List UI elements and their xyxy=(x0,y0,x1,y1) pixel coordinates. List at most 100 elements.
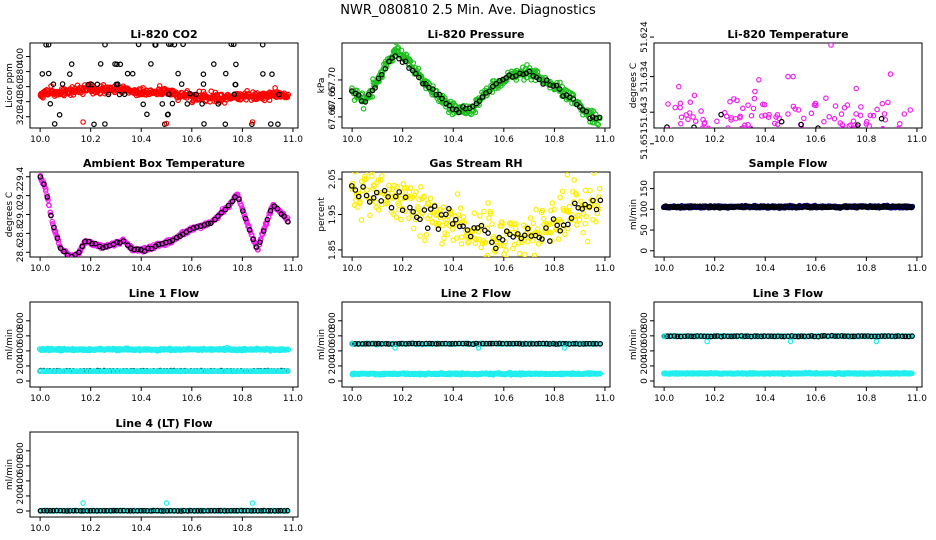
data-point-magenta xyxy=(663,145,667,149)
data-point-black xyxy=(729,149,733,153)
data-point-yellow xyxy=(548,207,554,214)
data-point-cyan xyxy=(561,345,568,351)
data-point-magenta xyxy=(894,134,898,138)
data-point-magenta xyxy=(709,167,713,171)
data-point-magenta xyxy=(712,179,716,183)
data-point-magenta xyxy=(856,169,860,173)
data-point-black xyxy=(510,340,516,347)
data-point-magenta xyxy=(879,152,883,156)
data-point-black xyxy=(520,71,527,78)
data-point-yellow xyxy=(386,186,393,193)
data-point-black xyxy=(492,245,499,252)
data-point-magenta xyxy=(831,168,835,172)
data-point-magenta xyxy=(895,158,899,162)
data-point-green xyxy=(442,95,448,101)
data-point-magenta xyxy=(699,125,706,128)
data-point-black xyxy=(205,220,211,227)
data-point-black xyxy=(586,340,593,347)
y-tick-label: 400 xyxy=(16,48,26,65)
data-point-yellow xyxy=(566,203,573,210)
data-point-black xyxy=(396,340,402,347)
data-point-black xyxy=(427,206,434,212)
data-point-black xyxy=(100,245,106,251)
data-points xyxy=(660,202,916,212)
y-axis-label: ml/min xyxy=(629,199,639,230)
data-point-black xyxy=(249,121,255,128)
data-point-black xyxy=(596,114,603,121)
data-point-black xyxy=(776,143,780,147)
x-tick-label: 10.6 xyxy=(806,394,826,404)
data-point-black xyxy=(830,150,834,154)
data-point-magenta xyxy=(900,134,904,138)
data-point-black xyxy=(59,81,66,87)
plot-frame xyxy=(341,42,611,129)
data-point-yellow xyxy=(576,217,583,223)
y-tick-label: 600 xyxy=(16,327,26,344)
data-point-magenta xyxy=(885,172,889,176)
data-point-yellow xyxy=(358,217,365,223)
data-point-magenta xyxy=(715,156,719,160)
data-point-magenta xyxy=(676,179,680,183)
data-point-black xyxy=(416,74,422,81)
y-axis-label: kPa xyxy=(317,78,327,94)
data-point-magenta xyxy=(901,153,905,157)
data-point-black xyxy=(274,205,281,212)
data-point-yellow xyxy=(596,185,603,192)
data-point-black xyxy=(718,111,724,118)
data-point-yellow xyxy=(491,249,498,255)
data-point-magenta xyxy=(826,129,830,133)
data-point-black xyxy=(883,147,887,151)
x-tick-label: 10.0 xyxy=(654,135,674,145)
data-point-yellow xyxy=(366,172,372,175)
y-axis-label: percent xyxy=(317,197,327,232)
data-point-magenta xyxy=(727,177,731,181)
data-point-black xyxy=(409,67,416,74)
data-point-black xyxy=(846,182,850,186)
data-point-black xyxy=(430,86,436,92)
data-point-magenta xyxy=(725,162,729,166)
data-point-yellow xyxy=(393,214,400,221)
data-point-black xyxy=(431,203,438,210)
data-point-black xyxy=(682,146,686,150)
data-point-yellow xyxy=(571,177,578,183)
data-point-magenta xyxy=(852,147,856,151)
data-point-yellow xyxy=(481,208,487,215)
x-tick-label: 10.0 xyxy=(654,394,674,404)
data-point-magenta xyxy=(866,123,872,128)
data-point-yellow xyxy=(394,183,400,190)
data-point-black xyxy=(597,340,604,347)
data-point-black xyxy=(699,142,703,146)
data-point-yellow xyxy=(426,213,433,219)
y-tick-label: 320 xyxy=(16,108,26,125)
data-point-black xyxy=(815,125,821,128)
data-point-black xyxy=(679,136,683,140)
x-tick-label: 10.6 xyxy=(494,394,514,404)
data-point-magenta xyxy=(910,188,914,192)
data-point-yellow xyxy=(473,237,479,243)
data-point-black xyxy=(513,73,519,79)
x-tick-label: 10.2 xyxy=(81,264,101,274)
data-point-magenta xyxy=(787,143,791,147)
data-point-black xyxy=(460,223,466,230)
data-point-black xyxy=(409,340,416,347)
data-point-magenta xyxy=(711,171,715,175)
data-point-yellow xyxy=(506,259,510,263)
data-point-green xyxy=(398,47,405,54)
data-point-black xyxy=(222,121,229,128)
data-point-black xyxy=(135,43,142,48)
data-point-black xyxy=(403,340,409,347)
x-tick-label: 10.4 xyxy=(443,264,463,274)
data-point-yellow xyxy=(454,191,461,197)
x-tick-label: 10.8 xyxy=(544,135,564,145)
data-point-magenta xyxy=(857,112,864,119)
data-point-black xyxy=(362,99,369,105)
data-point-black xyxy=(823,145,827,149)
data-point-black xyxy=(435,226,442,232)
data-point-black xyxy=(144,111,150,118)
data-point-black xyxy=(676,160,680,164)
data-point-black xyxy=(886,134,890,138)
data-point-yellow xyxy=(410,225,417,232)
data-point-black xyxy=(479,94,486,100)
data-point-magenta xyxy=(881,111,888,117)
y-tick-label: 400 xyxy=(640,342,650,359)
